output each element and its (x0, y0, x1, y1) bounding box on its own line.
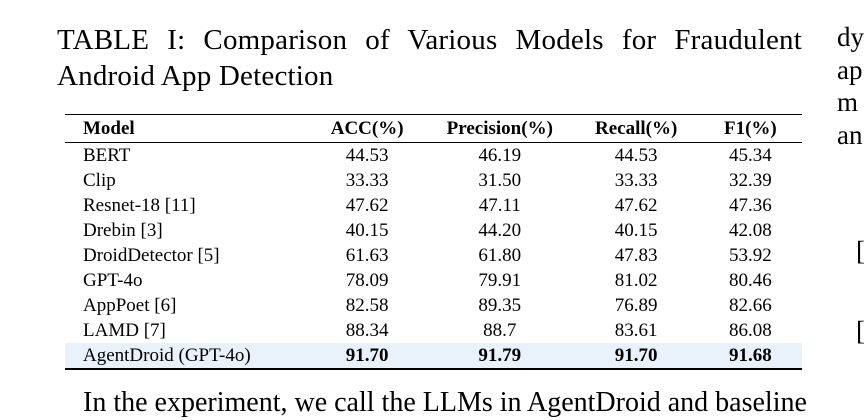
clipped-text-line: ap (837, 54, 863, 85)
cell-model: GPT-4o (83, 269, 143, 291)
clipped-bracket-fragment: [ (856, 316, 864, 347)
table-row: Drebin [3] 40.15 44.20 40.15 42.08 (65, 218, 802, 243)
clipped-body-paragraph: In the experiment, we call the LLMs in A… (83, 387, 807, 418)
table-header-row: Model ACC(%) Precision(%) Recall(%) F1(%… (65, 114, 802, 143)
column-header-acc: ACC(%) (330, 117, 404, 139)
cell-precision: 91.79 (478, 344, 522, 366)
cell-acc: 82.58 (345, 294, 389, 316)
cell-model: AgentDroid (GPT-4o) (83, 344, 251, 366)
column-header-f1: F1(%) (724, 117, 777, 139)
table-row: AppPoet [6] 82.58 89.35 76.89 82.66 (65, 293, 802, 318)
table-row: LAMD [7] 88.34 88.7 83.61 86.08 (65, 318, 802, 343)
cell-acc: 47.62 (345, 194, 389, 216)
cell-precision: 47.11 (478, 194, 521, 216)
cell-model: DroidDetector [5] (83, 244, 220, 266)
cell-recall: 91.70 (614, 344, 658, 366)
cell-f1: 45.34 (729, 144, 772, 166)
cell-precision: 88.7 (483, 319, 517, 341)
cell-f1: 53.92 (729, 244, 772, 266)
cell-f1: 42.08 (729, 219, 772, 241)
cell-acc: 88.34 (345, 319, 389, 341)
right-column-clipped-text: dy ap m an (837, 21, 864, 151)
table-caption: TABLE I: Comparison of Various Models fo… (57, 22, 802, 94)
cell-recall: 83.61 (614, 319, 658, 341)
cell-model: Resnet-18 [11] (83, 194, 196, 216)
cell-f1: 91.68 (729, 344, 772, 366)
cell-recall: 81.02 (614, 269, 658, 291)
clipped-text-line: dy (837, 22, 864, 52)
cell-precision: 46.19 (478, 144, 522, 166)
cell-model: LAMD [7] (83, 319, 166, 341)
table-caption-line1: TABLE I: Comparison of Various Models fo… (57, 24, 802, 56)
clipped-text-line: m (837, 87, 859, 117)
clipped-text-line: an (837, 119, 863, 150)
cell-precision: 44.20 (478, 219, 522, 241)
cell-recall: 44.53 (614, 144, 658, 166)
table-row: DroidDetector [5] 61.63 61.80 47.83 53.9… (65, 243, 802, 268)
table-row: GPT-4o 78.09 79.91 81.02 80.46 (65, 268, 802, 293)
cell-precision: 61.80 (478, 244, 522, 266)
cell-model: BERT (83, 144, 131, 166)
column-header-recall: Recall(%) (594, 117, 678, 139)
cell-recall: 40.15 (614, 219, 658, 241)
cell-recall: 47.62 (614, 194, 658, 216)
results-table: Model ACC(%) Precision(%) Recall(%) F1(%… (65, 114, 802, 370)
cell-f1: 32.39 (729, 169, 772, 191)
cell-f1: 86.08 (729, 319, 772, 341)
table-row: Clip 33.33 31.50 33.33 32.39 (65, 168, 802, 193)
column-header-model: Model (83, 117, 135, 139)
cell-precision: 89.35 (478, 294, 522, 316)
table-row-highlighted: AgentDroid (GPT-4o) 91.70 91.79 91.70 91… (65, 343, 802, 369)
column-header-precision: Precision(%) (446, 117, 553, 139)
cell-precision: 31.50 (478, 169, 522, 191)
cell-f1: 47.36 (729, 194, 772, 216)
cell-recall: 33.33 (614, 169, 658, 191)
cell-f1: 80.46 (729, 269, 772, 291)
table-caption-line2: Android App Detection (57, 60, 334, 92)
cell-model: AppPoet [6] (83, 294, 177, 316)
clipped-bracket-fragment: [ (856, 236, 864, 267)
cell-acc: 40.15 (345, 219, 389, 241)
cell-acc: 91.70 (345, 344, 389, 366)
cell-model: Clip (83, 169, 116, 191)
cell-recall: 76.89 (614, 294, 658, 316)
cell-acc: 33.33 (345, 169, 389, 191)
cell-recall: 47.83 (614, 244, 658, 266)
cell-acc: 44.53 (345, 144, 389, 166)
table-row: Resnet-18 [11] 47.62 47.11 47.62 47.36 (65, 193, 802, 218)
cell-acc: 78.09 (345, 269, 389, 291)
table-row: BERT 44.53 46.19 44.53 45.34 (65, 143, 802, 169)
cell-model: Drebin [3] (83, 219, 163, 241)
cell-precision: 79.91 (478, 269, 522, 291)
cell-acc: 61.63 (345, 244, 389, 266)
cell-f1: 82.66 (729, 294, 772, 316)
